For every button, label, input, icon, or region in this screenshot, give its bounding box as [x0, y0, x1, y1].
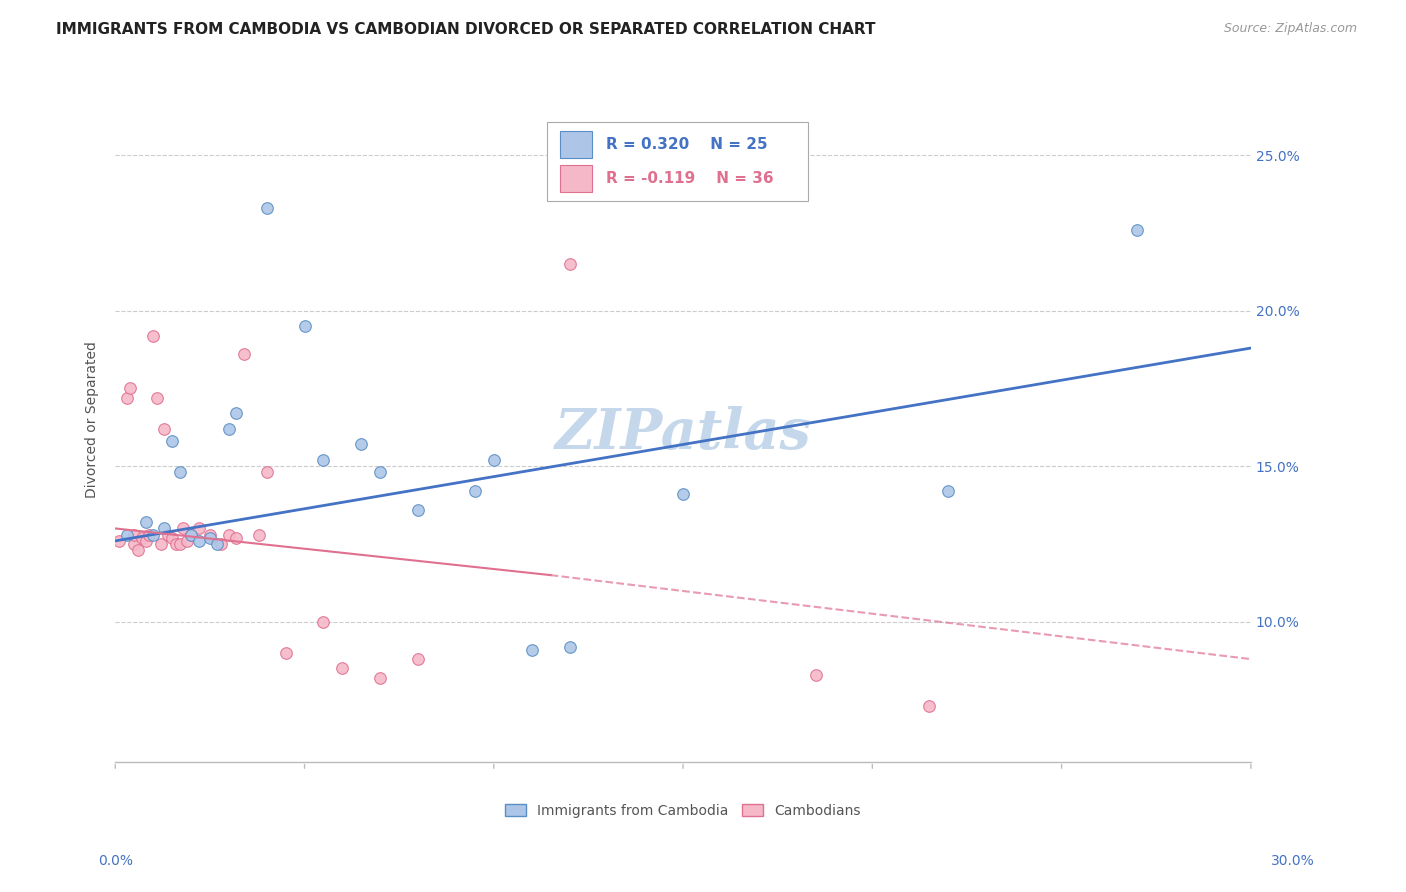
Point — [1126, 223, 1149, 237]
Point — [169, 466, 191, 480]
Point — [209, 537, 232, 551]
Point — [918, 698, 941, 713]
Point — [256, 201, 278, 215]
Point — [464, 484, 486, 499]
Point — [108, 533, 131, 548]
Point — [332, 661, 354, 675]
Point — [233, 347, 256, 361]
Point — [135, 515, 157, 529]
Point — [153, 521, 176, 535]
Point — [218, 422, 240, 436]
Point — [936, 484, 959, 499]
Point — [520, 642, 543, 657]
Point — [558, 257, 581, 271]
Point — [312, 615, 335, 629]
Point — [122, 527, 145, 541]
FancyBboxPatch shape — [547, 122, 808, 201]
Point — [146, 391, 169, 405]
Point — [312, 453, 335, 467]
Point — [135, 533, 157, 548]
Point — [368, 671, 391, 685]
Point — [131, 531, 153, 545]
Text: Source: ZipAtlas.com: Source: ZipAtlas.com — [1223, 22, 1357, 36]
Point — [274, 646, 297, 660]
Point — [294, 319, 316, 334]
Point — [247, 527, 270, 541]
Text: ZIPatlas: ZIPatlas — [555, 406, 811, 461]
Point — [149, 537, 172, 551]
Point — [207, 537, 229, 551]
Point — [157, 527, 180, 541]
Point — [160, 531, 183, 545]
Point — [350, 437, 373, 451]
Point — [804, 667, 827, 681]
Point — [558, 640, 581, 654]
Point — [180, 527, 202, 541]
Point — [153, 422, 176, 436]
Text: IMMIGRANTS FROM CAMBODIA VS CAMBODIAN DIVORCED OR SEPARATED CORRELATION CHART: IMMIGRANTS FROM CAMBODIA VS CAMBODIAN DI… — [56, 22, 876, 37]
Point — [198, 527, 221, 541]
Legend: Immigrants from Cambodia, Cambodians: Immigrants from Cambodia, Cambodians — [499, 798, 866, 823]
Point — [225, 531, 247, 545]
FancyBboxPatch shape — [561, 165, 592, 193]
Point — [142, 328, 165, 343]
Point — [368, 466, 391, 480]
Point — [115, 527, 138, 541]
Point — [482, 453, 505, 467]
Point — [406, 503, 429, 517]
Point — [198, 531, 221, 545]
Point — [122, 537, 145, 551]
Point — [672, 487, 695, 501]
Point — [256, 466, 278, 480]
Point — [127, 543, 149, 558]
Point — [218, 527, 240, 541]
Text: R = -0.119    N = 36: R = -0.119 N = 36 — [606, 171, 773, 186]
Point — [172, 521, 194, 535]
Text: 30.0%: 30.0% — [1271, 854, 1315, 868]
Point — [187, 521, 209, 535]
Point — [169, 537, 191, 551]
FancyBboxPatch shape — [561, 131, 592, 158]
Point — [165, 537, 187, 551]
Point — [138, 527, 160, 541]
Point — [225, 406, 247, 420]
Point — [180, 527, 202, 541]
Point — [176, 533, 198, 548]
Point — [406, 652, 429, 666]
Point — [142, 527, 165, 541]
Point — [115, 391, 138, 405]
Text: 0.0%: 0.0% — [98, 854, 134, 868]
Text: R = 0.320    N = 25: R = 0.320 N = 25 — [606, 137, 768, 152]
Point — [160, 434, 183, 449]
Point — [120, 382, 142, 396]
Point — [187, 533, 209, 548]
Y-axis label: Divorced or Separated: Divorced or Separated — [86, 341, 100, 498]
